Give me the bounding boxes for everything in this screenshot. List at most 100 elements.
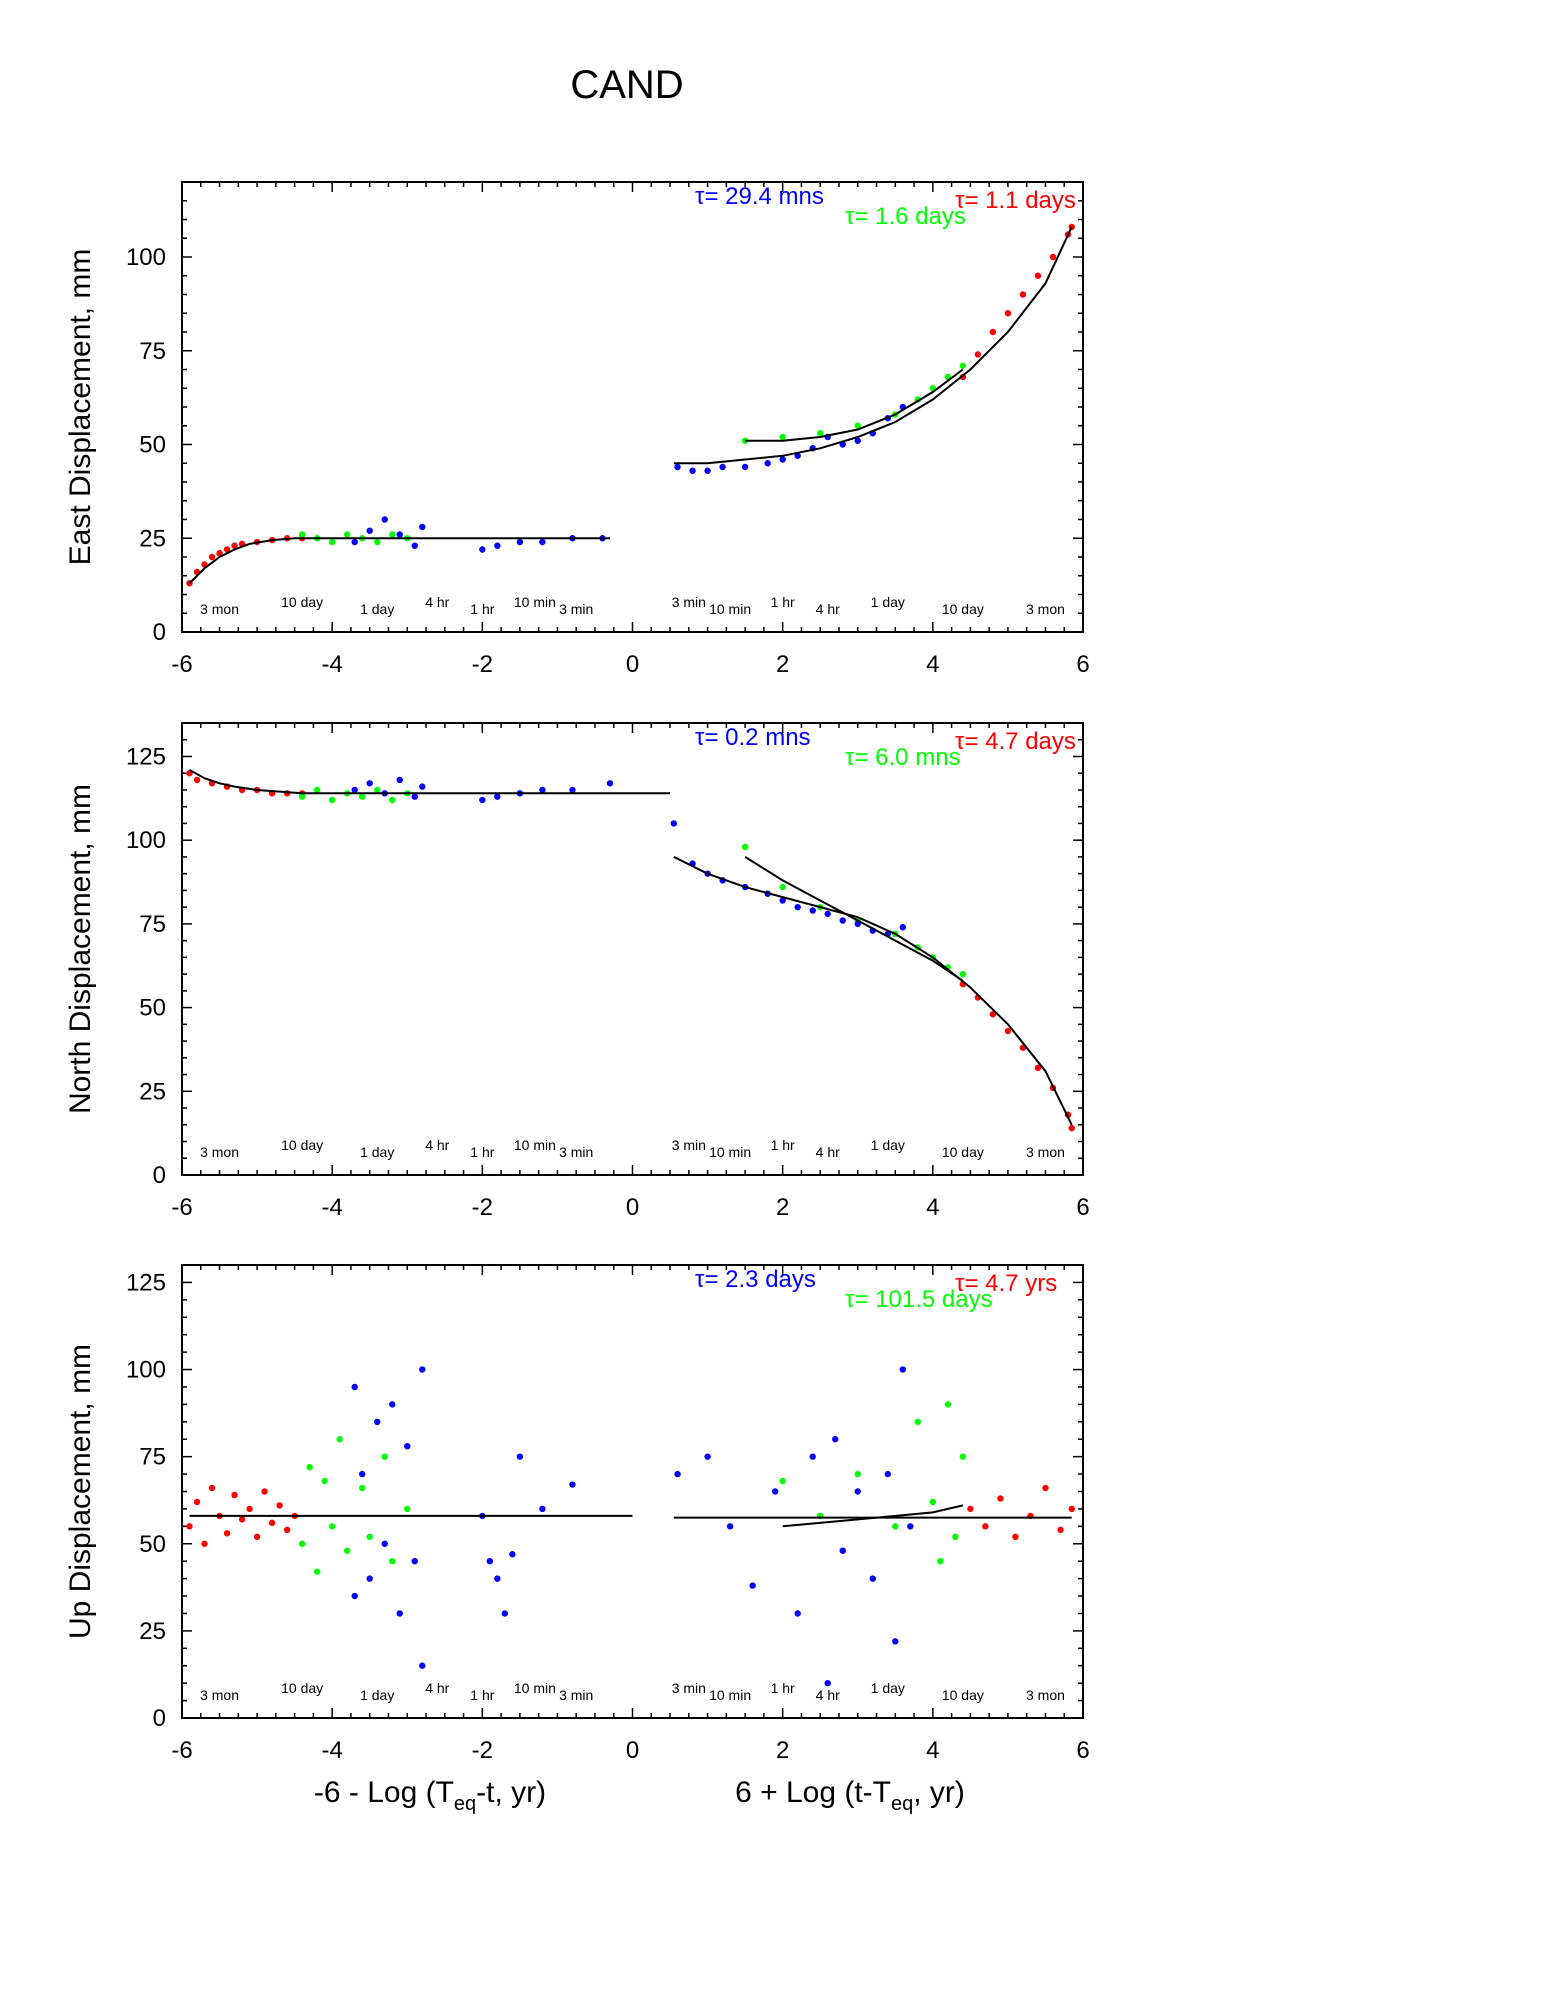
data-point-blue [381, 516, 388, 523]
data-point-blue [351, 1592, 358, 1600]
data-point-red [1034, 1064, 1042, 1072]
data-point-green [854, 422, 861, 429]
fit-line [673, 856, 1073, 1126]
data-point-blue [351, 1383, 358, 1391]
y-tick-label: 125 [126, 1269, 166, 1296]
data-point-blue [899, 924, 906, 931]
data-point-red [1057, 1526, 1064, 1534]
data-point-red [989, 1011, 997, 1018]
data-point-blue [839, 1547, 846, 1554]
data-point-blue [892, 1638, 899, 1645]
panel-up: -6 -4 -2 0 2 4 6 0 25 50 75 100 125 Up Displacement, … [64, 1264, 1090, 1764]
y-axis-label: Up Displacement, mm [64, 1344, 97, 1639]
data-point-blue [884, 1470, 891, 1478]
data-point-green [298, 531, 306, 538]
data-point-red [1004, 310, 1012, 317]
x-tick-label: 6 [1076, 1737, 1089, 1764]
y-tick-label: 75 [139, 338, 166, 365]
time-marker-label: 1 hr [771, 594, 795, 610]
data-point-blue [794, 1610, 801, 1617]
data-point-blue [374, 1418, 381, 1426]
time-marker-label: 1 day [360, 1144, 394, 1160]
data-point-blue [741, 463, 749, 471]
data-point-blue [419, 523, 426, 531]
time-marker-label: 1 day [360, 601, 394, 617]
data-point-red [231, 542, 238, 549]
data-point-blue [419, 1662, 426, 1669]
time-marker-label: 10 day [281, 1137, 323, 1153]
data-point-red [1068, 1505, 1075, 1513]
x-tick-label: 6 [1076, 1194, 1089, 1221]
x-label-right-part1: 6 + Log (t-T [735, 1776, 891, 1809]
fit-line [745, 368, 964, 442]
y-tick-label: 0 [153, 1162, 166, 1189]
y-tick-label: 100 [126, 1357, 166, 1384]
data-point-blue [411, 542, 418, 549]
fit-line [744, 856, 964, 982]
data-point-blue [719, 463, 726, 471]
data-point-blue [419, 783, 426, 790]
data-point-blue [749, 1582, 756, 1589]
panel-east: -6 -4 -2 0 2 4 6 0 25 50 75 100 East Displacement, m… [64, 181, 1090, 678]
data-point-green [779, 883, 786, 891]
y-tick-label: 100 [126, 244, 166, 271]
y-tick-label: 50 [139, 432, 166, 459]
data-point-red [1034, 272, 1042, 279]
x-tick-label: -4 [321, 1194, 342, 1221]
data-point-blue [366, 527, 373, 534]
data-point-blue [824, 910, 831, 918]
x-tick-label: -2 [472, 1737, 493, 1764]
tau-label-red: τ= 4.7 days [955, 728, 1076, 755]
data-point-green [313, 786, 321, 794]
x-tick-label: -2 [472, 651, 493, 678]
data-point-red [276, 1502, 283, 1509]
y-tick-label: 25 [139, 1078, 166, 1105]
data-point-red [246, 1505, 253, 1513]
panel-north: -6 -4 -2 0 2 4 6 0 25 50 75 100 125 North Displacemen… [64, 722, 1090, 1221]
data-point-red [1049, 253, 1057, 261]
data-point-red [238, 1516, 246, 1523]
data-point-blue [809, 907, 816, 914]
y-tick-label: 100 [126, 827, 166, 854]
x-tick-label: 2 [776, 1194, 789, 1221]
data-point-blue [704, 1453, 711, 1460]
data-point-blue [907, 1523, 914, 1530]
data-point-green [343, 1547, 351, 1554]
data-point-red [989, 328, 997, 336]
data-point-red [216, 550, 223, 557]
data-point-red [223, 1530, 231, 1537]
data-point-red [283, 1526, 291, 1534]
data-point-blue [809, 1453, 816, 1460]
x-axis-label-left: -6 - Log (Teq-t, yr) [314, 1776, 546, 1815]
plot-frame [181, 181, 1084, 633]
time-marker-label: 3 mon [1026, 601, 1065, 617]
x-label-right-sub: eq [891, 1793, 913, 1815]
tau-label-green: τ= 1.6 days [845, 203, 966, 230]
x-tick-label: -4 [321, 651, 342, 678]
data-point-green [389, 1557, 396, 1565]
data-point-green [944, 1401, 952, 1408]
data-point-blue [366, 1575, 373, 1582]
y-tick-label: 25 [139, 1618, 166, 1645]
y-axis-label: East Displacement, mm [64, 249, 97, 566]
data-point-green [381, 1453, 388, 1460]
data-point-green [328, 1523, 336, 1530]
data-point-blue [606, 780, 614, 787]
data-point-green [937, 1557, 944, 1565]
data-point-blue [794, 452, 801, 459]
data-point-blue [479, 796, 486, 804]
data-point-red [253, 1533, 261, 1541]
time-marker-label: 3 mon [200, 601, 239, 617]
x-tick-label: -6 [171, 1194, 192, 1221]
data-point-green [306, 1463, 313, 1471]
x-tick-label: 2 [776, 651, 789, 678]
time-marker-label: 1 hr [470, 601, 494, 617]
x-label-left-part2: -t, yr) [476, 1776, 546, 1809]
data-point-blue [539, 786, 546, 794]
data-point-blue [419, 1366, 426, 1373]
data-point-red [193, 776, 201, 784]
time-marker-label: 4 hr [425, 1137, 449, 1153]
y-tick-label: 125 [126, 743, 166, 770]
tau-label-blue: τ= 29.4 mns [695, 183, 824, 210]
data-point-red [201, 1540, 208, 1547]
